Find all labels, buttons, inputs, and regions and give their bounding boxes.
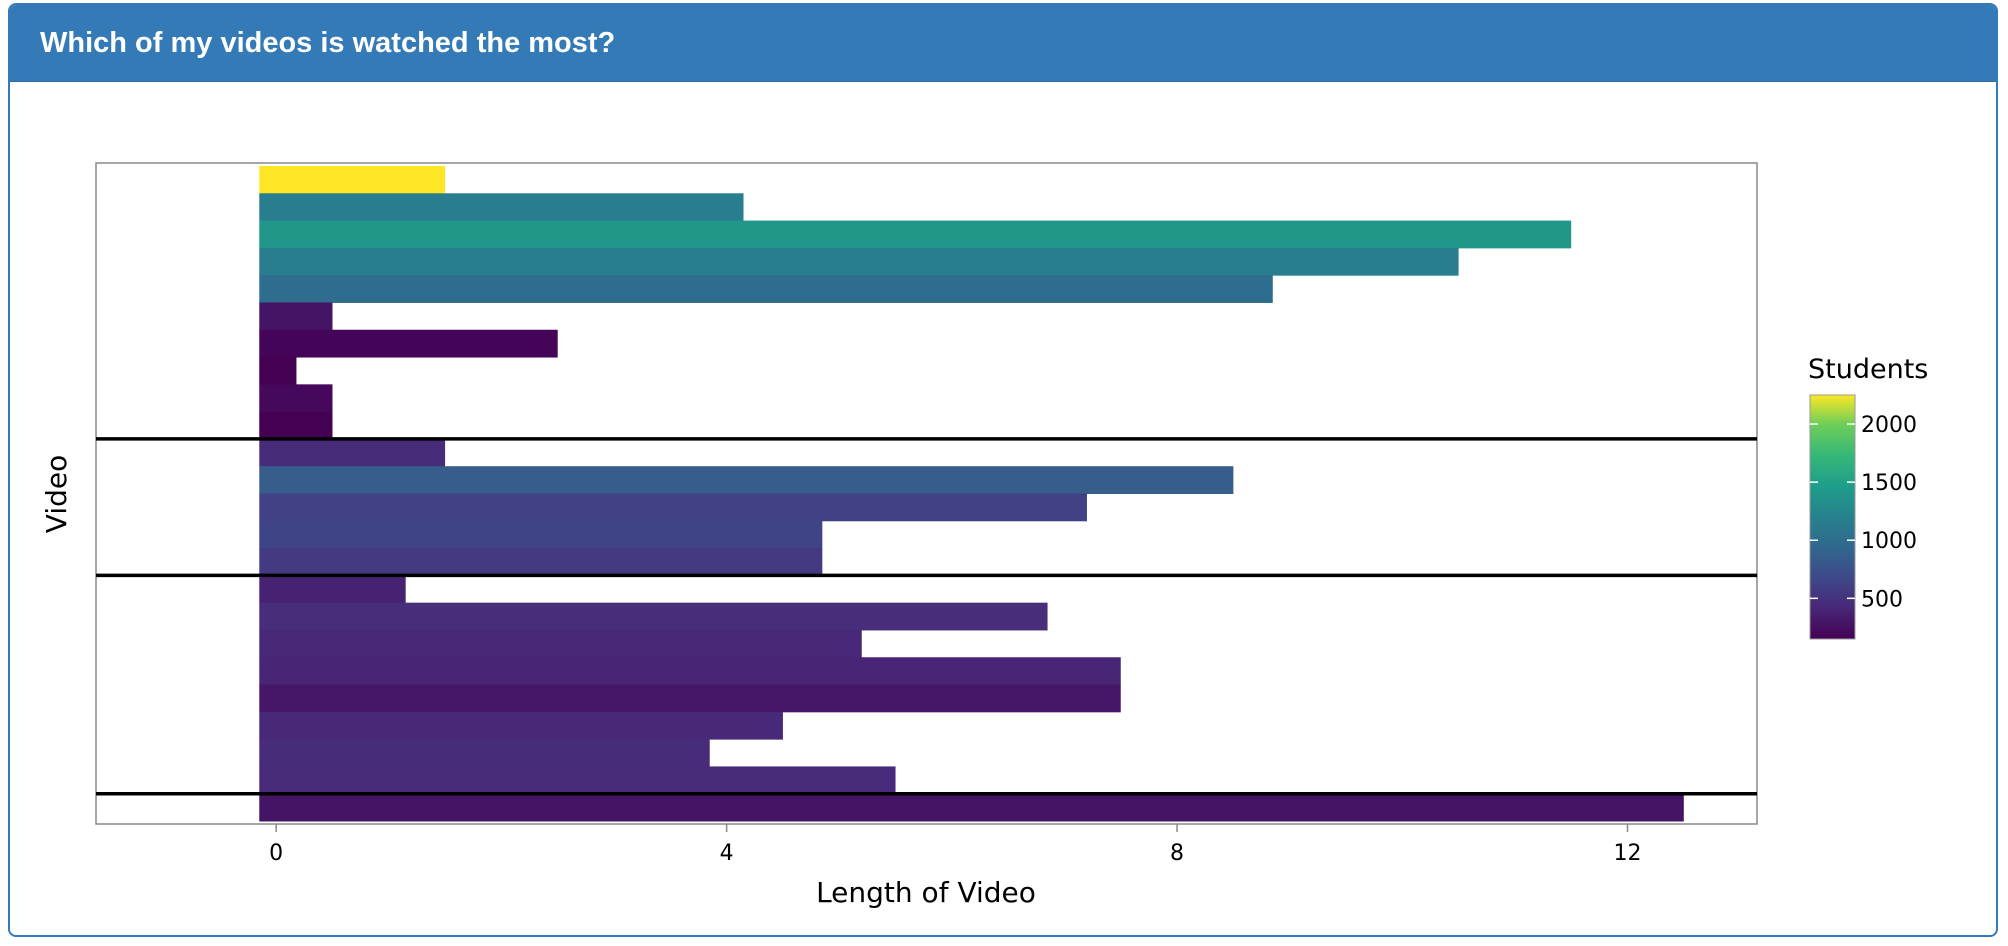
- panel-header: Which of my videos is watched the most?: [10, 5, 1996, 82]
- bar: [259, 766, 896, 795]
- bar: [259, 711, 783, 740]
- bar: [259, 657, 1121, 686]
- bar: [259, 357, 297, 385]
- bar: [259, 548, 823, 576]
- bar: [259, 438, 446, 467]
- x-axis: 0 4 8 12: [269, 824, 1641, 866]
- x-tick-label: 4: [720, 841, 734, 866]
- legend-tick-label: 1000: [1861, 529, 1917, 554]
- bar: [259, 275, 1273, 303]
- bar: [259, 793, 1684, 822]
- legend-tick-label: 1500: [1861, 471, 1917, 496]
- y-axis-label: Video: [40, 455, 73, 533]
- bars-layer: [259, 166, 1684, 822]
- x-axis-label: Length of Video: [816, 876, 1036, 909]
- x-tick-label: 0: [269, 841, 283, 866]
- bar: [259, 193, 744, 222]
- bar: [259, 384, 333, 413]
- legend-title: Students: [1808, 354, 1928, 385]
- legend-tick-label: 2000: [1861, 413, 1917, 438]
- legend-colorbar: [1809, 394, 1856, 640]
- bar: [259, 739, 710, 767]
- bar: [259, 302, 333, 331]
- bar: [259, 166, 446, 194]
- bar: [259, 602, 1048, 631]
- bar: [259, 520, 823, 549]
- bar: [259, 411, 333, 440]
- bar: [259, 684, 1121, 713]
- bar: [259, 247, 1459, 276]
- separators-layer: [96, 437, 1757, 796]
- legend-tick-label: 500: [1861, 587, 1903, 612]
- x-tick-label: 12: [1613, 841, 1641, 866]
- x-tick-label: 8: [1170, 841, 1184, 866]
- bar: [259, 575, 406, 604]
- bar: [259, 629, 862, 658]
- legend-ticks: 500 1000 1500 2000: [1810, 413, 1917, 612]
- panel-title: Which of my videos is watched the most?: [40, 27, 616, 59]
- color-legend: Students 500 1000 1500 2000: [1808, 354, 1928, 640]
- bar: [259, 466, 1234, 494]
- bar: [259, 493, 1087, 522]
- bar: [259, 220, 1572, 249]
- bar: [259, 329, 558, 358]
